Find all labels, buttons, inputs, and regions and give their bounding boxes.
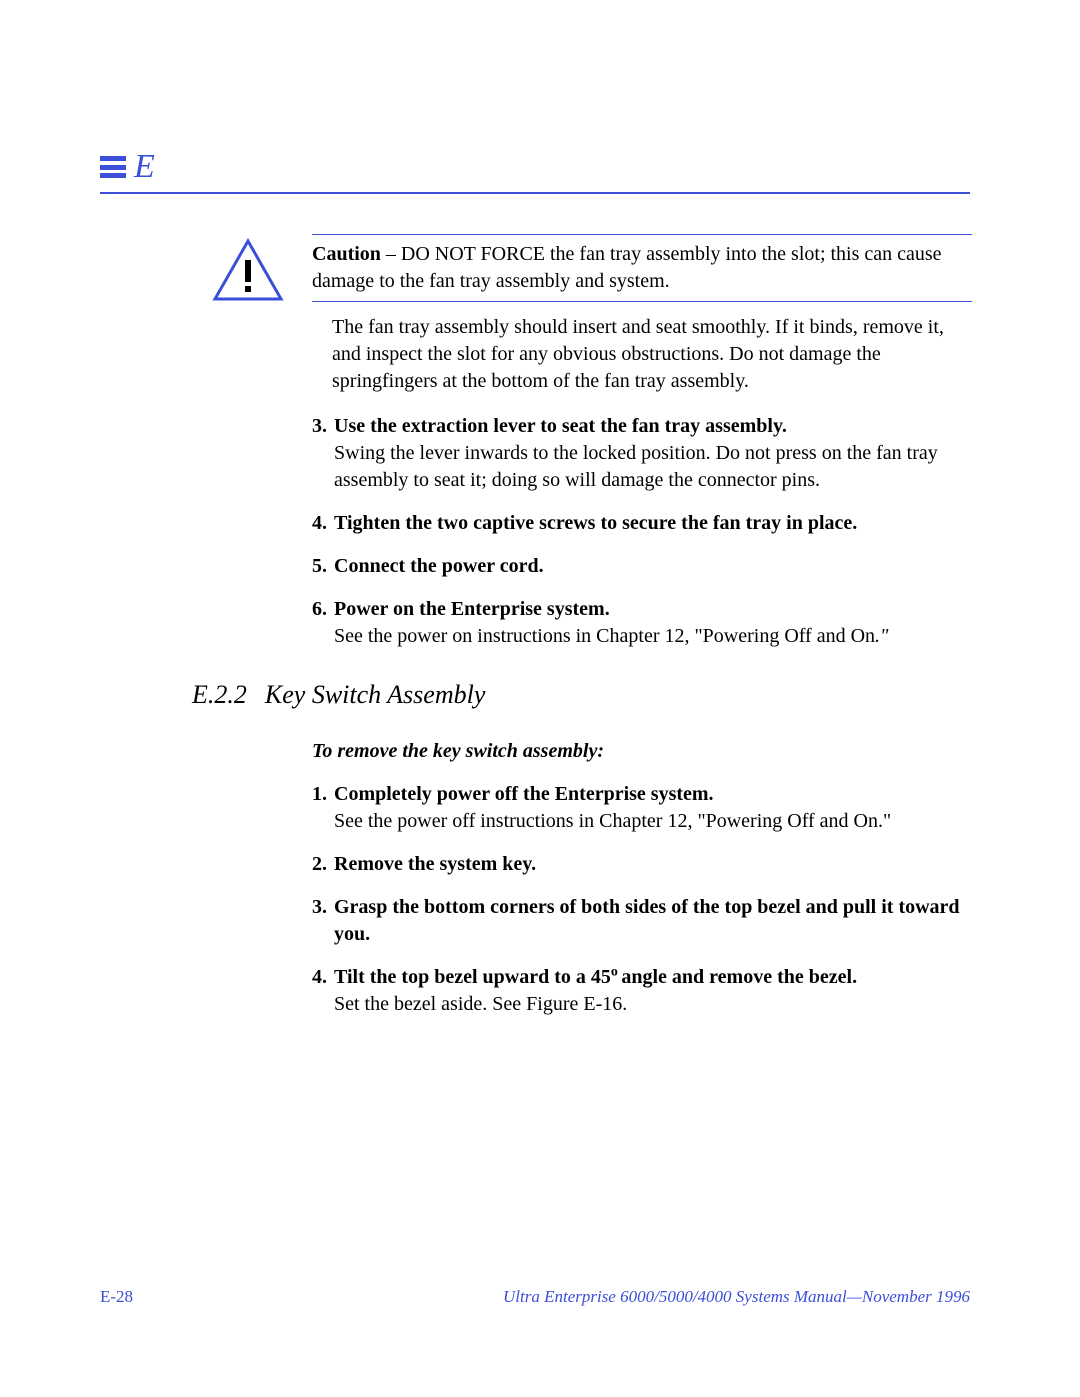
caution-text: Caution – DO NOT FORCE the fan tray asse… (312, 235, 972, 301)
step-title-a: Tilt the top bezel upward to a 45 (334, 966, 611, 988)
procedure-list-2: 1. Completely power off the Enterprise s… (312, 781, 972, 1018)
step-body: Set the bezel aside. See Figure E-16. (334, 993, 627, 1015)
step-title: Grasp the bottom corners of both sides o… (334, 896, 960, 945)
sub-heading: To remove the key switch assembly: (312, 740, 972, 763)
caution-icon (212, 238, 284, 307)
page-footer: E-28 Ultra Enterprise 6000/5000/4000 Sys… (100, 1287, 970, 1307)
section-title: Key Switch Assembly (265, 680, 485, 710)
manual-title: Ultra Enterprise 6000/5000/4000 Systems … (503, 1287, 970, 1307)
step-title: Completely power off the Enterprise syst… (334, 783, 714, 805)
step2-4: 4. Tilt the top bezel upward to a 45o an… (312, 964, 972, 1018)
step-title-b: angle and remove the bezel. (621, 966, 857, 988)
caution-line2: damage to the fan tray assembly and syst… (312, 270, 670, 292)
step-body-b: ." (875, 625, 888, 647)
step-num: 6. (312, 596, 327, 623)
step-title: Use the extraction lever to seat the fan… (334, 415, 787, 437)
step-title-sup: o (611, 964, 622, 979)
step2-3: 3. Grasp the bottom corners of both side… (312, 894, 972, 948)
step-5: 5. Connect the power cord. (312, 553, 972, 580)
step-title: Connect the power cord. (334, 555, 544, 577)
paragraph-insert-note: The fan tray assembly should insert and … (332, 314, 972, 395)
section-heading: E.2.2 Key Switch Assembly (192, 680, 970, 710)
step-6: 6. Power on the Enterprise system. See t… (312, 596, 972, 650)
step-title: Remove the system key. (334, 853, 536, 875)
step-num: 3. (312, 413, 327, 440)
step-num: 3. (312, 894, 327, 921)
step-num: 4. (312, 964, 327, 991)
step-num: 2. (312, 851, 327, 878)
page-header: E (100, 150, 970, 184)
caution-sep: – (381, 243, 401, 265)
step-body: Swing the lever inwards to the locked po… (334, 442, 938, 491)
header-rule (100, 192, 970, 194)
body-column-2: To remove the key switch assembly: 1. Co… (312, 740, 972, 1018)
step2-1: 1. Completely power off the Enterprise s… (312, 781, 972, 835)
header-bars-icon (100, 156, 126, 178)
step-num: 4. (312, 510, 327, 537)
step-title: Tighten the two captive screws to secure… (334, 512, 857, 534)
body-column: Caution – DO NOT FORCE the fan tray asse… (312, 234, 972, 650)
step-3: 3. Use the extraction lever to seat the … (312, 413, 972, 494)
step-body-a: See the power on instructions in Chapter… (334, 625, 875, 647)
page: E Caution – DO NOT FORCE the fan tray as… (0, 0, 1080, 1397)
page-number: E-28 (100, 1287, 133, 1307)
step-4: 4. Tighten the two captive screws to sec… (312, 510, 972, 537)
step2-2: 2. Remove the system key. (312, 851, 972, 878)
step-num: 1. (312, 781, 327, 808)
procedure-list-1: 3. Use the extraction lever to seat the … (312, 413, 972, 650)
step-title: Power on the Enterprise system. (334, 598, 610, 620)
caution-line1: DO NOT FORCE the fan tray assembly into … (401, 243, 942, 265)
caution-block: Caution – DO NOT FORCE the fan tray asse… (312, 234, 972, 302)
section-number: E.2.2 (192, 680, 247, 710)
caution-bottom-rule (312, 301, 972, 302)
step-num: 5. (312, 553, 327, 580)
chapter-letter: E (134, 150, 155, 184)
step-body: See the power off instructions in Chapte… (334, 810, 891, 832)
caution-label: Caution (312, 243, 381, 265)
